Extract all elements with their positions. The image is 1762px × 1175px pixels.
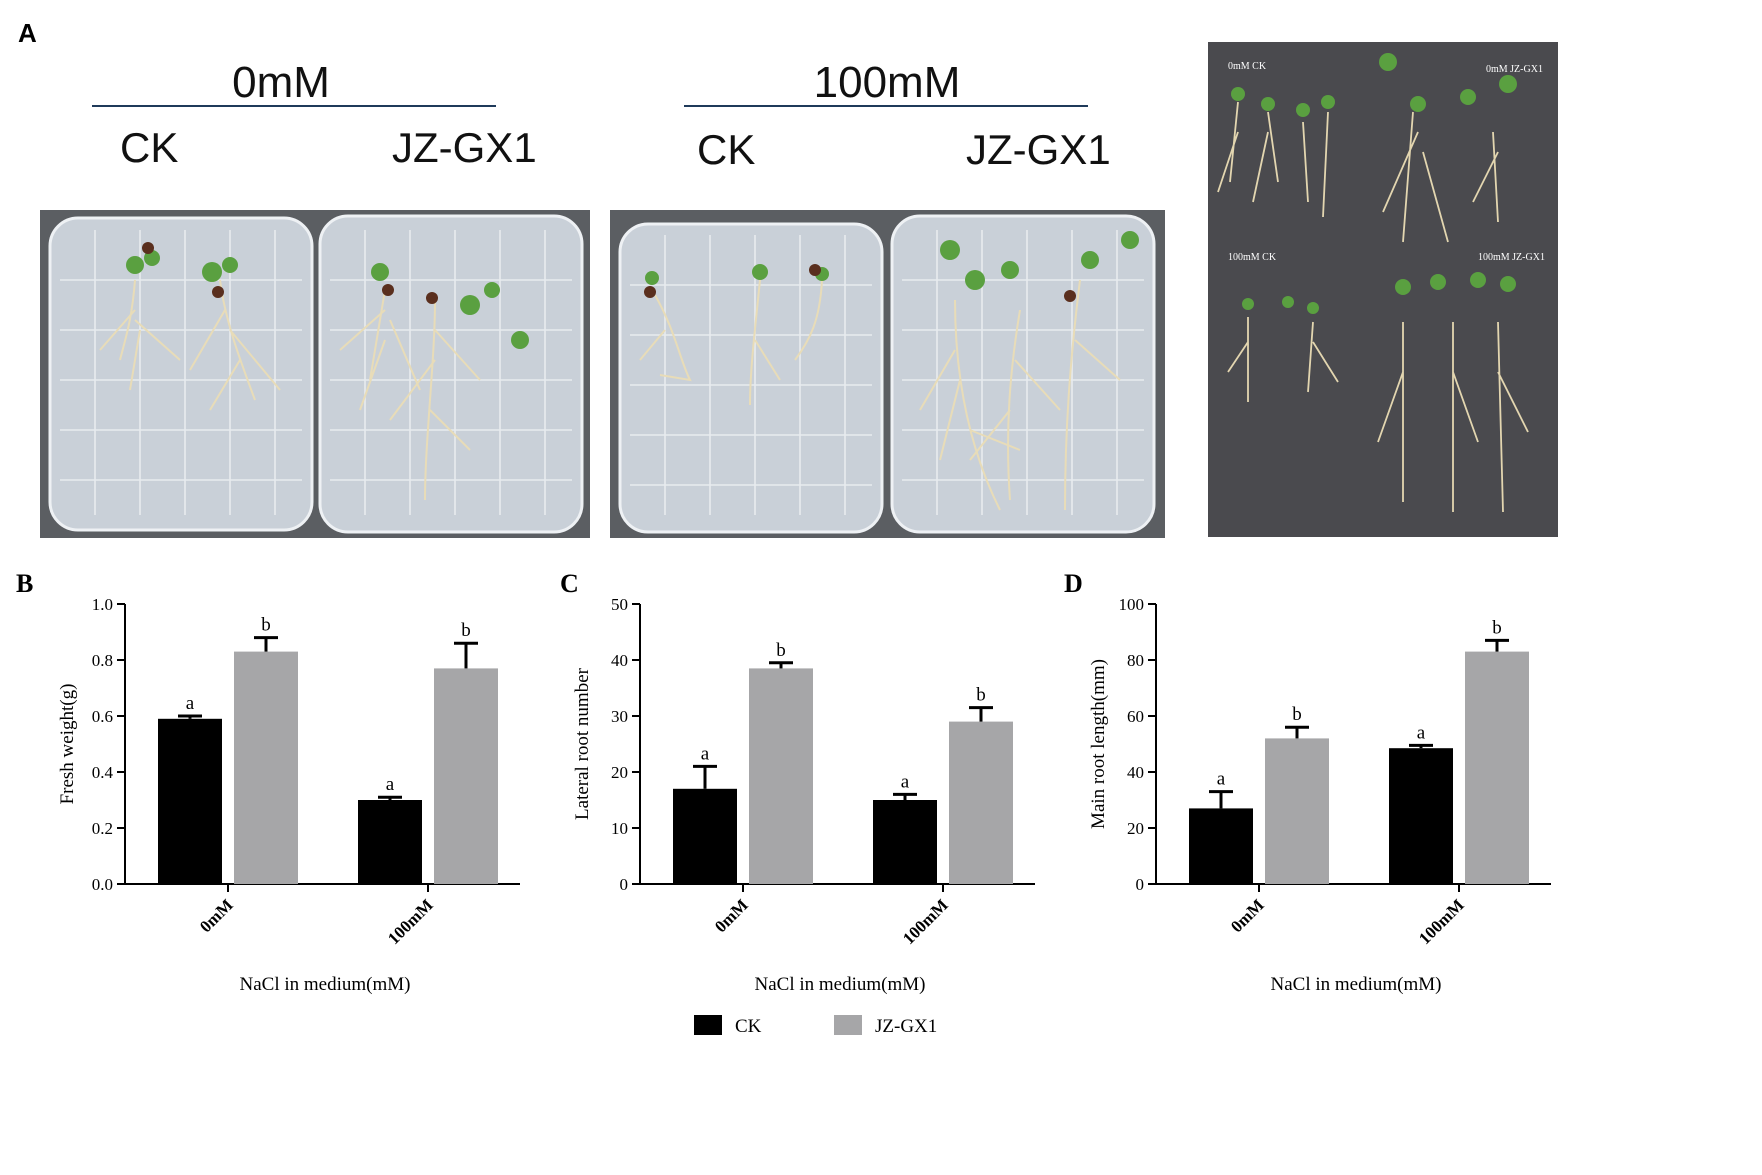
legend-label-ck: CK (735, 1016, 762, 1037)
concentration-0mm-header: 0mM (232, 58, 330, 107)
significance-letter: a (701, 743, 710, 764)
petri-photo-0mm (40, 210, 590, 538)
significance-letter: b (1292, 704, 1302, 725)
bar-ck (1389, 748, 1453, 884)
bar-ck (1189, 808, 1253, 884)
legend-label-jz: JZ-GX1 (875, 1016, 937, 1037)
x-axis-label: NaCl in medium(mM) (240, 974, 411, 995)
bar-ck (358, 800, 422, 884)
bar-ck (673, 788, 737, 884)
significance-letter: a (186, 693, 195, 714)
petri-dish-100mm-ck (618, 222, 884, 534)
petri-photo-100mm (610, 210, 1165, 538)
y-tick-label: 20 (1127, 819, 1144, 838)
legend-swatch-ck (694, 1015, 722, 1035)
x-tick-label: 100mM (384, 895, 437, 948)
significance-letter: a (901, 771, 910, 792)
significance-letter: a (1417, 722, 1426, 743)
chart-b: B 0.0 0.2 0.4 0.6 0.8 1.0 Fresh weight(g) 0mM a b 1… (16, 569, 520, 995)
bar-jz (434, 668, 498, 884)
y-axis-label: Lateral root number (572, 667, 593, 820)
y-tick-label: 50 (611, 595, 628, 614)
group-0mm-ck-label: CK (120, 124, 179, 171)
y-tick-label: 60 (1127, 707, 1144, 726)
petri-dish-0mm-ck (48, 216, 314, 532)
y-tick-label: 0.8 (92, 651, 113, 670)
petri-dish-100mm-jz (890, 214, 1156, 534)
significance-letter: b (776, 640, 786, 661)
bar-jz (234, 651, 298, 884)
x-tick-label: 100mM (899, 895, 952, 948)
panel-a-letter: A (18, 18, 37, 48)
seedling-label-0mm-ck: 0mM CK (1228, 61, 1267, 72)
y-tick-label: 30 (611, 707, 628, 726)
x-tick-label: 0mM (1227, 895, 1268, 936)
petri-dish-0mm-jz (318, 214, 584, 534)
bar-ck (158, 718, 222, 884)
group-0mm-jz-label: JZ-GX1 (392, 124, 537, 171)
y-tick-label: 0.4 (92, 763, 114, 782)
group-0mm-line (92, 105, 496, 107)
x-tick-label: 0mM (711, 895, 752, 936)
panel-letter: C (560, 569, 579, 598)
significance-letter: a (1217, 769, 1226, 790)
y-tick-label: 0.6 (92, 707, 113, 726)
seedling-label-0mm-jz: 0mM JZ-GX1 (1486, 64, 1543, 75)
bar-jz (749, 668, 813, 884)
y-tick-label: 40 (1127, 763, 1144, 782)
x-tick-label: 100mM (1415, 895, 1468, 948)
chart-c: C 0 10 20 30 40 50 Lateral root number 0mM a b 100m… (560, 569, 1035, 995)
seedling-photo: 0mM CK 0mM JZ-GX1 100mM CK 100mM JZ-GX1 (1208, 42, 1558, 537)
y-tick-label: 0 (620, 875, 629, 894)
significance-letter: b (461, 620, 471, 641)
y-tick-label: 100 (1119, 595, 1145, 614)
concentration-100mm-header: 100mM (813, 58, 961, 107)
significance-letter: b (1492, 617, 1502, 638)
bar-jz (1465, 651, 1529, 884)
y-tick-label: 20 (611, 763, 628, 782)
y-tick-label: 10 (611, 819, 628, 838)
x-axis-label: NaCl in medium(mM) (1271, 974, 1442, 995)
y-tick-label: 0.2 (92, 819, 113, 838)
bar-ck (873, 800, 937, 884)
group-100mm-ck-label: CK (697, 126, 756, 173)
seedling-label-100mm-jz: 100mM JZ-GX1 (1478, 252, 1545, 263)
chart-d: D 0 20 40 60 80 100 Main root length(mm) 0mM a b 10… (1064, 569, 1551, 995)
seedling-label-100mm-ck: 100mM CK (1228, 252, 1277, 263)
panel-letter: B (16, 569, 33, 598)
y-tick-label: 80 (1127, 651, 1144, 670)
x-axis-label: NaCl in medium(mM) (755, 974, 926, 995)
y-tick-label: 0 (1136, 875, 1145, 894)
significance-letter: b (261, 615, 271, 636)
panel-letter: D (1064, 569, 1083, 598)
significance-letter: a (386, 774, 395, 795)
legend: CK JZ-GX1 (694, 1015, 937, 1037)
legend-swatch-jz (834, 1015, 862, 1035)
y-axis-label: Main root length(mm) (1088, 659, 1109, 829)
group-100mm-line (684, 105, 1088, 107)
y-tick-label: 40 (611, 651, 628, 670)
y-tick-label: 1.0 (92, 595, 113, 614)
bar-jz (1265, 738, 1329, 884)
y-axis-label: Fresh weight(g) (57, 684, 78, 805)
group-100mm-jz-label: JZ-GX1 (966, 126, 1111, 173)
y-tick-label: 0.0 (92, 875, 113, 894)
bar-jz (949, 721, 1013, 884)
x-tick-label: 0mM (196, 895, 237, 936)
significance-letter: b (976, 685, 986, 706)
